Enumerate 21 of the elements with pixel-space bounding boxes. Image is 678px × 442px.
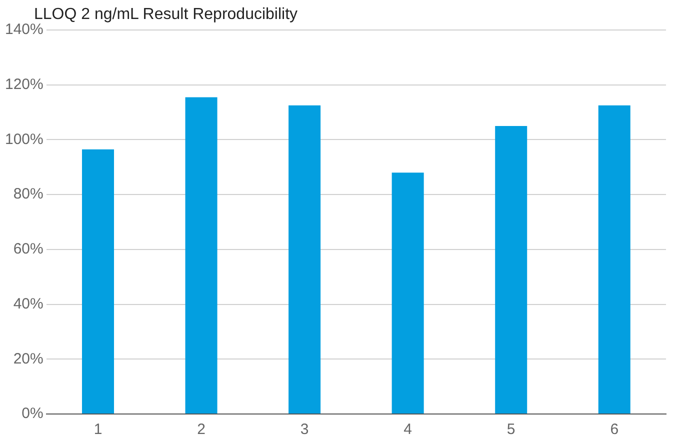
x-tick-label: 5 bbox=[506, 421, 516, 438]
x-tick-label: 4 bbox=[404, 421, 412, 438]
bar bbox=[82, 149, 114, 414]
y-tick-label: 60% bbox=[13, 240, 44, 258]
y-tick-label: 140% bbox=[4, 21, 44, 38]
y-tick-label: 0% bbox=[22, 405, 44, 422]
x-tick-label: 3 bbox=[300, 421, 309, 438]
y-tick-label: 40% bbox=[13, 295, 44, 312]
bar bbox=[288, 105, 321, 414]
bar bbox=[495, 126, 528, 414]
y-tick-label: 100% bbox=[4, 130, 44, 148]
x-tick-label: 1 bbox=[94, 421, 102, 438]
bar bbox=[598, 105, 630, 414]
y-tick-label: 120% bbox=[4, 76, 44, 93]
y-tick-label: 80% bbox=[13, 186, 44, 203]
x-tick-label: 6 bbox=[610, 421, 619, 438]
chart-title: LLOQ 2 ng/mL Result Reproducibility bbox=[34, 6, 298, 24]
x-tick-label: 2 bbox=[197, 421, 206, 438]
bar bbox=[392, 172, 424, 414]
bar bbox=[185, 97, 218, 414]
y-tick-label: 20% bbox=[13, 350, 44, 368]
